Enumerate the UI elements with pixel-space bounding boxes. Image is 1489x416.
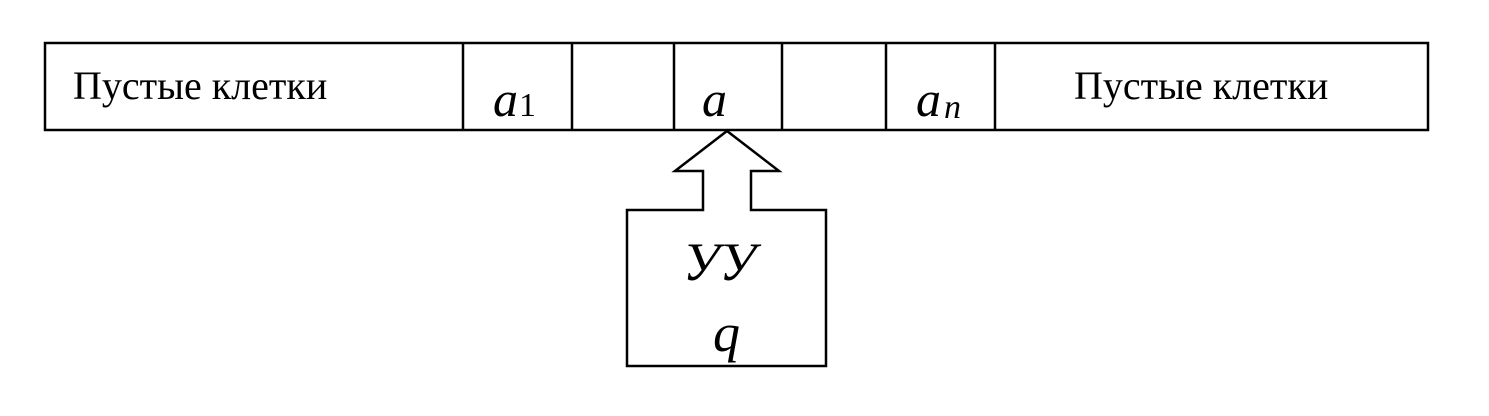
cell-head-symbol: a — [702, 71, 727, 127]
tape-left-empty-label: Пустые клетки — [73, 63, 327, 108]
tape-cell-an: a n — [916, 71, 961, 127]
cell-a1-index: 1 — [519, 87, 536, 124]
tape-outline — [43, 41, 1430, 132]
control-unit-state: q — [713, 303, 740, 363]
cell-an-symbol: a — [916, 71, 941, 127]
control-unit-label: УУ — [683, 232, 761, 292]
tape-cell-a1: a 1 — [493, 71, 536, 127]
cell-an-index: n — [944, 89, 961, 126]
tape-right-empty-label: Пустые клетки — [1074, 63, 1328, 108]
control-unit-outline-with-head-arrow-icon — [625, 129, 828, 368]
cell-a1-symbol: a — [493, 71, 518, 127]
tape: Пустые клетки a 1 a a n Пустые клетки — [43, 41, 1430, 132]
control-unit: УУ q — [625, 129, 828, 368]
tape-cell-head: a — [702, 71, 727, 127]
